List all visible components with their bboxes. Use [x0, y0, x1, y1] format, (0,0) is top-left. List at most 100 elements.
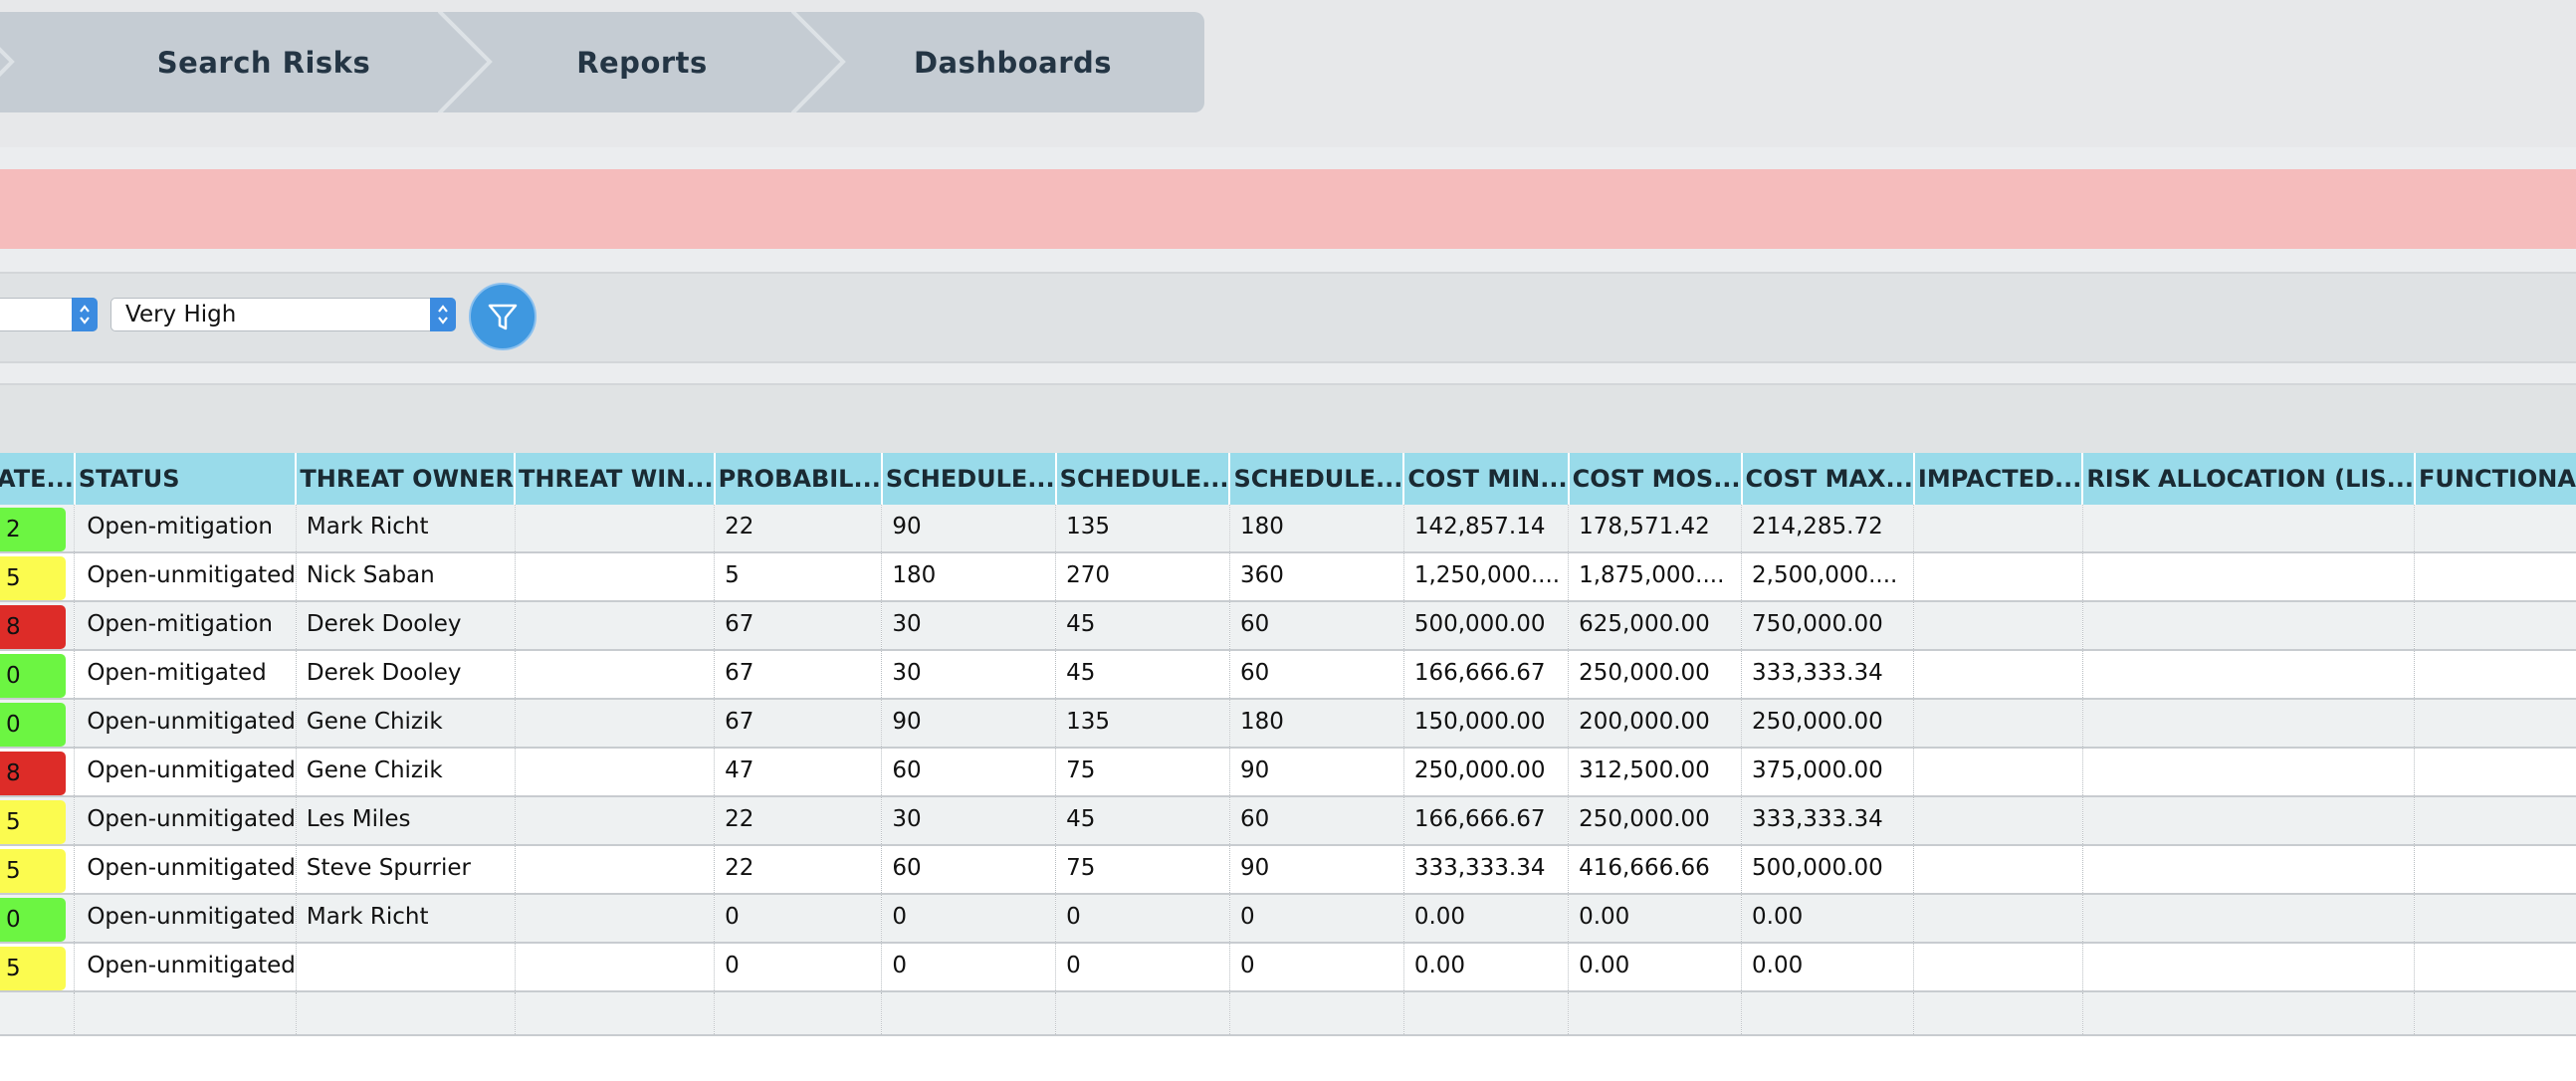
table-cell-status: Open-unmitigated: [74, 748, 297, 797]
table-cell-window: [515, 699, 716, 749]
filter-select-1[interactable]: [0, 298, 98, 331]
table-cell-prob: 0: [714, 943, 883, 992]
table-row[interactable]: 5 Open-unmitigated 0 0 0 0 0.00 0.00 0.00: [0, 943, 2576, 992]
table-cell-empty: [1403, 991, 1570, 1036]
table-cell-prob: 47: [714, 748, 883, 797]
col-header-cost-max[interactable]: COST MAX...: [1741, 453, 1915, 505]
nav-search-risks[interactable]: Search Risks: [0, 12, 438, 112]
table-cell-s1: 0: [881, 943, 1057, 992]
table-row[interactable]: 2 Open-mitigation Mark Richt 22 90 135 180 142,…: [0, 505, 2576, 553]
table-row[interactable]: 5 Open-unmitigated Les Miles 22 30 45 60 166,66…: [0, 796, 2576, 846]
table-cell-status: Open-unmitigated: [74, 845, 297, 895]
table-cell-empty: [2414, 699, 2576, 749]
table-cell-prob: 22: [714, 505, 883, 553]
col-header-status[interactable]: STATUS: [74, 453, 298, 505]
table-cell-empty: [2414, 991, 2576, 1036]
table-cell-prob: 67: [714, 650, 883, 700]
table-cell-empty: [1913, 699, 2083, 749]
table-row[interactable]: 0 Open-mitigated Derek Dooley 67 30 45 60 166,6…: [0, 650, 2576, 700]
filter-icon: [488, 304, 518, 330]
table-cell-empty: [2082, 748, 2416, 797]
table-cell-c3: 250,000.00: [1741, 699, 1915, 749]
nav-dashboards[interactable]: Dashboards: [841, 12, 1184, 112]
score-badge: 8: [0, 752, 66, 794]
table-cell-status: Open-unmitigated: [74, 796, 297, 846]
table-row[interactable]: 0 Open-unmitigated Gene Chizik 67 90 135 180 15…: [0, 699, 2576, 749]
table-cell-c3: 0.00: [1741, 894, 1915, 944]
table-cell-status: Open-mitigation: [74, 601, 297, 651]
table-cell-empty: [1913, 845, 2083, 895]
table-cell-empty: [2082, 699, 2416, 749]
table-cell-empty: [2082, 894, 2416, 944]
nav-reports[interactable]: Reports: [488, 12, 796, 112]
table-cell-empty: [2414, 552, 2576, 602]
select-arrows-icon: [72, 298, 98, 331]
table-cell-empty: [1055, 991, 1230, 1036]
table-cell-s2: 135: [1055, 699, 1230, 749]
table-cell-empty: [2082, 845, 2416, 895]
score-badge: 0: [0, 898, 66, 941]
table-cell-c2: 1,875,000....: [1568, 552, 1743, 602]
table-cell-c2: 416,666.66: [1568, 845, 1743, 895]
table-cell-c1: 166,666.67: [1403, 650, 1570, 700]
score-cell: 0: [0, 699, 76, 749]
chevron-separator-icon: [438, 12, 493, 112]
nav-label: Search Risks: [156, 45, 371, 80]
score-badge: 0: [0, 703, 66, 746]
table-cell-c2: 200,000.00: [1568, 699, 1743, 749]
col-header-cost-most[interactable]: COST MOS...: [1568, 453, 1743, 505]
table-cell-c1: 0.00: [1403, 894, 1570, 944]
table-cell-empty: [1913, 650, 2083, 700]
table-cell-c2: 0.00: [1568, 943, 1743, 992]
table-cell-empty: [2414, 943, 2576, 992]
table-cell-s2: 45: [1055, 601, 1230, 651]
table-cell-prob: 5: [714, 552, 883, 602]
col-header-threat-owner[interactable]: THREAT OWNER: [296, 453, 516, 505]
table-cell-c3: 375,000.00: [1741, 748, 1915, 797]
table-cell-owner: Gene Chizik: [296, 699, 516, 749]
table-row[interactable]: 5 Open-unmitigated Nick Saban 5 180 270 360 1,2…: [0, 552, 2576, 602]
table-row[interactable]: 0 Open-unmitigated Mark Richt 0 0 0 0 0.00 0.00 0…: [0, 894, 2576, 944]
table-cell-owner: Steve Spurrier: [296, 845, 516, 895]
table-cell-c3: 2,500,000....: [1741, 552, 1915, 602]
col-header-functional[interactable]: FUNCTIONAL AS: [2414, 453, 2576, 505]
table-cell-c1: 250,000.00: [1403, 748, 1570, 797]
table-cell-prob: 22: [714, 796, 883, 846]
alert-banner: [0, 169, 2576, 249]
score-cell: 5: [0, 943, 76, 992]
table-cell-c2: 250,000.00: [1568, 796, 1743, 846]
table-cell-s1: 30: [881, 796, 1057, 846]
col-header-score[interactable]: ATE...: [0, 453, 76, 505]
col-header-schedule-min[interactable]: SCHEDULE...: [881, 453, 1057, 505]
chevron-separator-icon: [0, 47, 15, 78]
table-row[interactable]: 8 Open-mitigation Derek Dooley 67 30 45 60 500,…: [0, 601, 2576, 651]
table-cell-empty: [1229, 991, 1404, 1036]
col-header-schedule-max[interactable]: SCHEDULE...: [1229, 453, 1405, 505]
table-cell-c3: 333,333.34: [1741, 796, 1915, 846]
table-cell-empty: [1913, 748, 2083, 797]
table-cell-s1: 90: [881, 505, 1057, 553]
table-cell-owner: Derek Dooley: [296, 650, 516, 700]
table-cell-empty: [2082, 943, 2416, 992]
table-cell-s2: 45: [1055, 796, 1230, 846]
table-cell-empty: [1568, 991, 1743, 1036]
top-navigation: Search Risks Reports Dashboards: [0, 0, 2576, 147]
col-header-cost-min[interactable]: COST MIN...: [1403, 453, 1570, 505]
col-header-impacted[interactable]: IMPACTED...: [1913, 453, 2084, 505]
table-row[interactable]: 5 Open-unmitigated Steve Spurrier 22 60 75 90 3…: [0, 845, 2576, 895]
table-cell-prob: 22: [714, 845, 883, 895]
table-cell-owner: Les Miles: [296, 796, 516, 846]
table-cell-s1: 60: [881, 845, 1057, 895]
col-header-probability[interactable]: PROBABIL...: [714, 453, 883, 505]
col-header-threat-window[interactable]: THREAT WIN...: [515, 453, 716, 505]
filter-button[interactable]: [469, 283, 537, 350]
col-header-schedule-most[interactable]: SCHEDULE...: [1055, 453, 1231, 505]
table-cell-empty: [296, 991, 516, 1036]
table-cell-empty: [2082, 796, 2416, 846]
col-header-risk-allocation[interactable]: RISK ALLOCATION (LIS...: [2082, 453, 2416, 505]
filter-select-2[interactable]: Very High: [110, 298, 456, 331]
table-cell-s2: 135: [1055, 505, 1230, 553]
table-row[interactable]: 8 Open-unmitigated Gene Chizik 47 60 75 90 250,…: [0, 748, 2576, 797]
score-badge: 5: [0, 800, 66, 843]
table-cell-s3: 360: [1229, 552, 1404, 602]
